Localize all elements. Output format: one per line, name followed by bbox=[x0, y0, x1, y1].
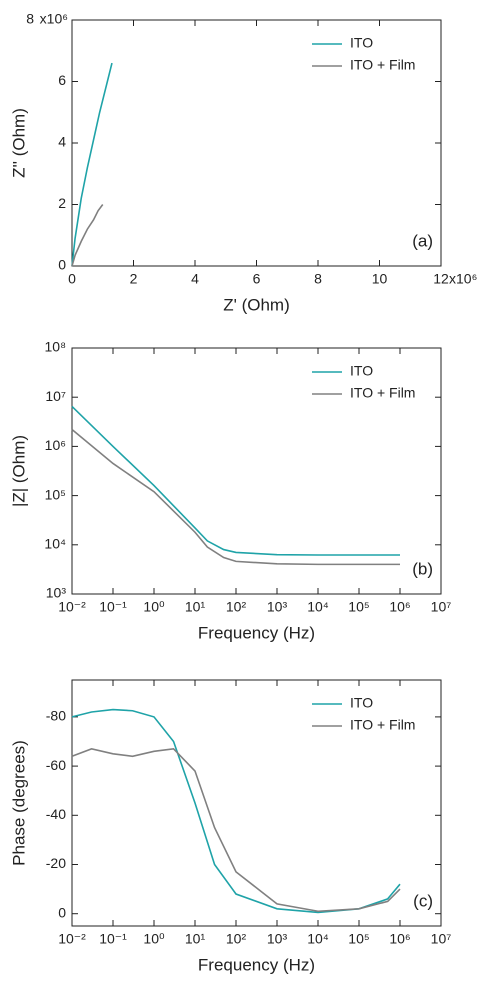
x-tick-label: 10⁶ bbox=[389, 599, 410, 615]
y-tick-label: 10⁸ bbox=[45, 339, 67, 355]
series-line bbox=[71, 428, 400, 566]
x-tick-label: 10⁻¹ bbox=[99, 599, 127, 615]
x-axis-label: Frequency (Hz) bbox=[198, 623, 315, 642]
y-multiplier: x10⁶ bbox=[40, 11, 68, 27]
x-tick-label: 10⁰ bbox=[143, 931, 165, 947]
y-tick-label: 8 bbox=[26, 11, 34, 27]
y-axis-label: Z'' (Ohm) bbox=[9, 108, 28, 178]
y-tick-label: 10⁷ bbox=[45, 388, 66, 404]
x-tick-label: 10⁻² bbox=[58, 931, 86, 947]
x-tick-label: 6 bbox=[253, 271, 261, 287]
legend-label: ITO bbox=[350, 363, 373, 379]
x-tick-label: 0 bbox=[68, 271, 76, 287]
legend-label: ITO bbox=[350, 35, 373, 51]
y-tick-label: 10⁴ bbox=[44, 536, 66, 552]
y-tick-label: 10³ bbox=[46, 585, 67, 601]
x-tick-label: 10¹ bbox=[185, 931, 206, 947]
legend-label: ITO + Film bbox=[350, 385, 415, 401]
x-tick-label: 10³ bbox=[267, 599, 288, 615]
series-line bbox=[71, 405, 400, 556]
series-line bbox=[71, 748, 401, 913]
x-axis-label: Frequency (Hz) bbox=[198, 955, 315, 974]
x-tick-label: 10⁰ bbox=[143, 599, 165, 615]
x-tick-label: 12 bbox=[433, 271, 449, 287]
x-multiplier: x10⁶ bbox=[449, 271, 477, 287]
plot-frame bbox=[71, 347, 442, 595]
panel-label: (c) bbox=[413, 891, 433, 910]
plot-frame bbox=[71, 679, 442, 927]
y-tick-label: 0 bbox=[58, 257, 66, 273]
y-tick-label: 0 bbox=[58, 904, 66, 920]
legend-label: ITO + Film bbox=[350, 57, 415, 73]
x-tick-label: 10¹ bbox=[185, 599, 206, 615]
x-tick-label: 4 bbox=[191, 271, 199, 287]
y-tick-label: -40 bbox=[46, 806, 66, 822]
x-axis-label: Z' (Ohm) bbox=[223, 295, 290, 314]
series-line bbox=[71, 708, 401, 914]
x-tick-label: 10⁵ bbox=[348, 599, 369, 615]
y-tick-label: 10⁵ bbox=[45, 486, 66, 502]
legend-label: ITO bbox=[350, 695, 373, 711]
x-tick-label: 10⁷ bbox=[431, 931, 452, 947]
y-tick-label: -60 bbox=[46, 757, 66, 773]
x-tick-label: 10⁻² bbox=[58, 599, 86, 615]
y-axis-label: Phase (degrees) bbox=[9, 740, 28, 866]
x-tick-label: 10² bbox=[226, 931, 247, 947]
x-tick-label: 10⁻¹ bbox=[99, 931, 127, 947]
y-tick-label: 10⁶ bbox=[45, 437, 66, 453]
y-tick-label: 6 bbox=[58, 72, 66, 88]
x-tick-label: 10⁷ bbox=[431, 599, 452, 615]
y-tick-label: -80 bbox=[46, 708, 66, 724]
series-line bbox=[71, 204, 104, 267]
y-tick-label: 4 bbox=[58, 134, 66, 150]
x-tick-label: 8 bbox=[314, 271, 322, 287]
panel-label: (b) bbox=[412, 559, 433, 578]
series-line bbox=[71, 62, 113, 267]
x-tick-label: 10 bbox=[372, 271, 388, 287]
y-tick-label: 2 bbox=[58, 195, 66, 211]
x-tick-label: 10⁶ bbox=[389, 931, 410, 947]
x-tick-label: 10⁴ bbox=[307, 931, 329, 947]
y-axis-label: |Z| (Ohm) bbox=[9, 435, 28, 507]
y-tick-label: -20 bbox=[46, 855, 66, 871]
x-tick-label: 2 bbox=[130, 271, 138, 287]
panel-label: (a) bbox=[412, 231, 433, 250]
legend-label: ITO + Film bbox=[350, 717, 415, 733]
x-tick-label: 10⁵ bbox=[348, 931, 369, 947]
x-tick-label: 10³ bbox=[267, 931, 288, 947]
x-tick-label: 10⁴ bbox=[307, 599, 329, 615]
x-tick-label: 10² bbox=[226, 599, 247, 615]
